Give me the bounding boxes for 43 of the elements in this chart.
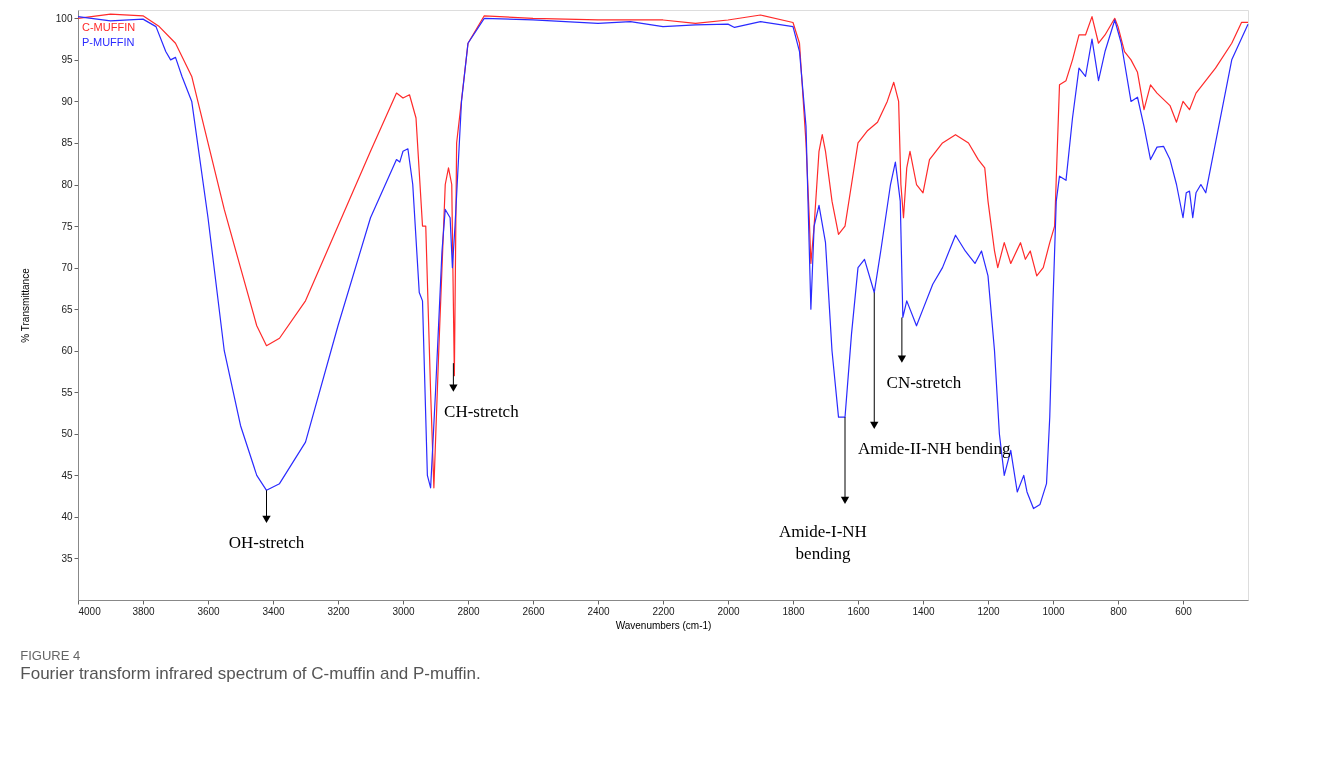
x-tick-label: 800 bbox=[1110, 605, 1128, 617]
x-tick-label: 2200 bbox=[652, 605, 676, 617]
x-axis-title: Wavenumbers (cm-1) bbox=[615, 619, 712, 631]
caption: FIGURE 4 bbox=[20, 648, 81, 663]
y-tick-label: 75 bbox=[61, 220, 73, 232]
y-tick-label: 70 bbox=[61, 262, 73, 274]
y-tick-label: 55 bbox=[61, 386, 73, 398]
series-label: C-MUFFIN bbox=[82, 21, 136, 33]
x-tick-label: 4000 bbox=[78, 605, 102, 617]
x-tick-label: 1200 bbox=[977, 605, 1001, 617]
y-tick-label: 90 bbox=[61, 95, 73, 107]
y-tick-label: 65 bbox=[61, 303, 73, 315]
y-tick-label: 35 bbox=[61, 552, 73, 564]
x-tick-label: 3800 bbox=[132, 605, 156, 617]
y-axis-title: % Transmittance bbox=[19, 267, 31, 343]
x-tick-label: 2800 bbox=[457, 605, 481, 617]
y-tick-label: 45 bbox=[61, 469, 73, 481]
y-tick-label: 85 bbox=[61, 137, 73, 149]
y-tick-label: 40 bbox=[61, 511, 73, 523]
x-tick-label: 3400 bbox=[262, 605, 286, 617]
x-tick-label: 1600 bbox=[847, 605, 871, 617]
x-tick-label: 1400 bbox=[912, 605, 936, 617]
x-tick-label: 2000 bbox=[717, 605, 741, 617]
x-tick-label: 600 bbox=[1175, 605, 1193, 617]
x-tick-label: 3000 bbox=[392, 605, 416, 617]
x-tick-label: 3600 bbox=[197, 605, 221, 617]
x-tick-label: 1800 bbox=[782, 605, 806, 617]
x-tick-label: 2600 bbox=[522, 605, 546, 617]
x-tick-label: 1000 bbox=[1042, 605, 1066, 617]
text: Fourier transform infrared spectrum of C-muffin and P-muffin. bbox=[20, 664, 481, 683]
y-tick-label: 50 bbox=[61, 428, 73, 440]
x-tick-label: 3200 bbox=[327, 605, 351, 617]
y-tick-label: 100 bbox=[55, 12, 73, 24]
annotation: CN-stretch bbox=[886, 373, 962, 393]
series-label: P-MUFFIN bbox=[82, 36, 135, 48]
x-tick-label: 2400 bbox=[587, 605, 611, 617]
annotation: Amide-I-NH bending bbox=[779, 522, 867, 564]
y-tick-label: 80 bbox=[61, 179, 73, 191]
annotation: OH-stretch bbox=[228, 533, 305, 553]
annotation: Amide-II-NH bending bbox=[858, 439, 1011, 459]
annotation: CH-stretch bbox=[444, 402, 520, 422]
y-tick-label: 60 bbox=[61, 345, 73, 357]
y-tick-label: 95 bbox=[61, 54, 73, 66]
